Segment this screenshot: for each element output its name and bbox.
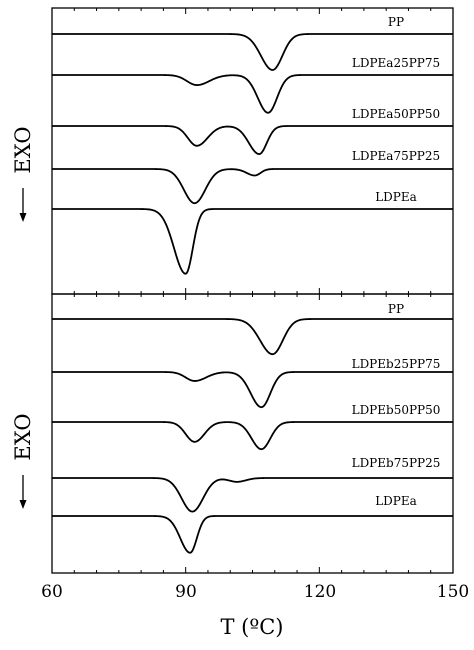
bottom-series-label-pp: PP: [388, 302, 404, 316]
bottom-curve-ldpeb50pp50: [52, 421, 453, 451]
top-y-axis-label: EXO: [11, 126, 35, 173]
x-tick-label-120: 120: [304, 582, 336, 602]
top-series-label-ldpea50pp50: LDPEa50PP50: [352, 107, 440, 121]
top-curve-pp: [52, 33, 453, 71]
top-curve-ldpea25pp75: [52, 74, 453, 114]
bottom-curve-ldpea: [52, 515, 453, 554]
top-ylabel-group: EXO: [11, 126, 35, 222]
bottom-series-label-ldpeb75pp25: LDPEb75PP25: [352, 456, 441, 470]
x-tick-label-90: 90: [175, 582, 197, 602]
top-series-label-pp: PP: [388, 15, 404, 29]
top-exo-arrowhead: [19, 213, 27, 222]
top-curve-ldpea: [52, 208, 453, 275]
bottom-exo-arrowhead: [19, 500, 27, 509]
top-series-label-ldpea75pp25: LDPEa75PP25: [352, 149, 440, 163]
x-tick-label-150: 150: [437, 582, 469, 602]
x-tick-label-60: 60: [41, 582, 63, 602]
bottom-y-axis-label: EXO: [11, 413, 35, 460]
series-labels: PP LDPEa25PP75 LDPEa50PP50 LDPEa75PP25 LDPEa…: [352, 15, 441, 508]
bottom-curve-pp: [52, 318, 453, 356]
curves: [52, 33, 453, 554]
bottom-series-label-ldpea: LDPEa: [375, 494, 417, 508]
bottom-series-label-ldpeb25pp75: LDPEb25PP75: [352, 357, 441, 371]
x-ticks: [73, 8, 432, 573]
bottom-curve-ldpeb25pp75: [52, 371, 453, 409]
top-series-label-ldpea: LDPEa: [375, 190, 417, 204]
bottom-panel-frame: [51, 293, 454, 574]
top-curve-ldpea75pp25: [52, 168, 453, 205]
bottom-series-label-ldpeb50pp50: LDPEb50PP50: [352, 403, 441, 417]
top-curve-ldpea50pp50: [52, 125, 453, 155]
x-axis-label: T (ºC): [220, 615, 283, 639]
top-series-label-ldpea25pp75: LDPEa25PP75: [352, 56, 440, 70]
bottom-curve-ldpeb75pp25: [52, 477, 453, 513]
bottom-ylabel-group: EXO: [11, 413, 35, 509]
